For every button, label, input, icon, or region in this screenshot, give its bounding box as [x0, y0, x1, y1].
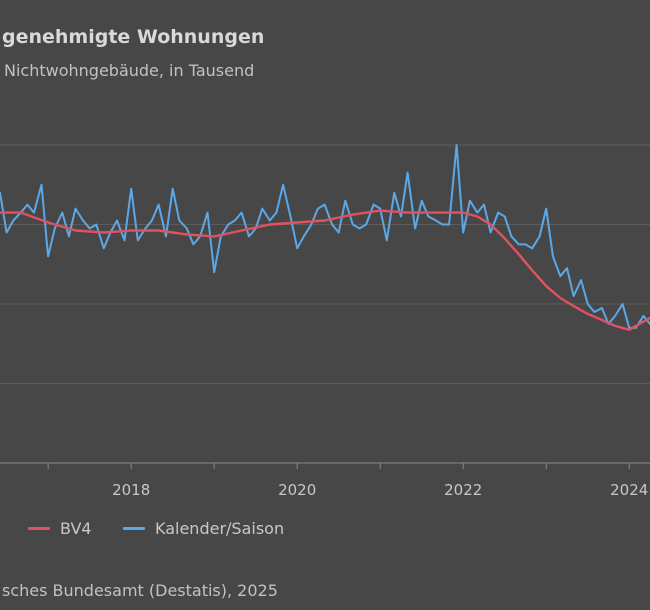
legend-swatch-kalender-saison	[123, 527, 145, 530]
x-tick-label-2020: 2020	[278, 481, 316, 499]
legend-item-kalender-saison: Kalender/Saison	[123, 519, 284, 538]
legend-label-kalender-saison: Kalender/Saison	[155, 519, 285, 538]
legend-label-bv4: BV4	[60, 519, 92, 538]
line-chart: 2018 2020 2022 2024	[0, 144, 650, 499]
x-tick-label-2018: 2018	[112, 481, 150, 499]
chart-title: genehmigte Wohnungen	[2, 26, 265, 48]
legend-item-bv4: BV4	[28, 519, 92, 538]
x-tick-label-2022: 2022	[444, 481, 482, 499]
series-lines	[0, 144, 650, 331]
gridlines	[0, 144, 650, 384]
x-tick-label-2024: 2024	[610, 481, 648, 499]
source-note: sches Bundesamt (Destatis), 2025	[2, 581, 278, 600]
x-ticks: 2018 2020 2022 2024	[47, 463, 648, 499]
legend-swatch-bv4	[28, 527, 50, 530]
chart-subtitle: Nichtwohngebäude, in Tausend	[4, 61, 255, 80]
series-line-kalender-saison	[0, 144, 650, 329]
series-line-bv4	[0, 209, 650, 331]
